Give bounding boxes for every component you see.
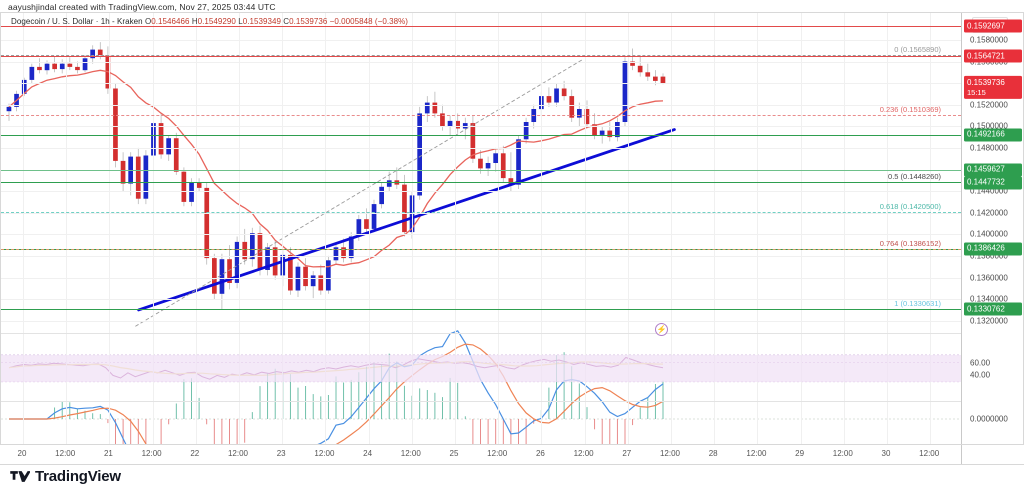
low-value: 0.1539349 <box>242 17 281 26</box>
time-label: 12:00 <box>227 449 249 458</box>
price-level-resistance <box>1 56 961 58</box>
price-level-resistance <box>1 26 961 28</box>
fib-label-1: 0.236 (0.1510369) <box>879 105 941 115</box>
time-axis-end-divider <box>961 445 962 464</box>
flash-marker-icon: ⚡ <box>655 323 668 336</box>
price-tick: 0.1340000 <box>970 294 1008 304</box>
price-tick: 0.1400000 <box>970 229 1008 239</box>
dashed-channel <box>135 58 584 327</box>
rsi-tick-40: 40.00 <box>970 370 991 380</box>
resistance-price-chip[interactable]: 0.1592697 <box>964 19 1022 33</box>
price-level-support <box>1 169 961 171</box>
fib-label-4: 0.764 (0.1386152) <box>879 239 941 249</box>
ascending-support <box>137 128 676 312</box>
time-label: 12:00 <box>487 449 508 458</box>
time-label: 12:00 <box>573 449 594 458</box>
price-tick: 0.1420000 <box>970 208 1008 218</box>
tradingview-wordmark: TradingView <box>35 468 121 485</box>
time-label: 12:00 <box>919 449 940 458</box>
price-tick: 0.1500000 <box>970 121 1008 131</box>
time-label: 30 <box>881 449 891 458</box>
support-price-chip-2[interactable]: 0.1459627 <box>964 163 1022 177</box>
price-tick: 0.1440000 <box>970 186 1008 196</box>
price-tick: 0.1380000 <box>970 251 1008 261</box>
support-price-chip-4[interactable]: 0.1386426 <box>964 242 1022 256</box>
price-level-support <box>1 134 961 136</box>
time-label: 12:00 <box>746 449 767 458</box>
close-value: 0.1539736 <box>289 17 328 26</box>
pane-separator-rsi <box>1 333 961 334</box>
time-label: 28 <box>708 449 718 458</box>
low-label: L <box>238 17 243 26</box>
price-level-fib-0.236 <box>1 115 961 117</box>
time-label: 12:00 <box>141 449 162 458</box>
high-label: H <box>191 17 198 26</box>
change-value: −0.0005848 (−0.38%) <box>329 17 409 26</box>
last-price-chip[interactable]: 0.1539736 15:15 <box>964 76 1022 99</box>
time-label: 12:00 <box>314 449 335 458</box>
time-label: 27 <box>622 449 632 458</box>
macd-tick-zero: 0.0000000 <box>970 414 1008 424</box>
price-tick: 0.1520000 <box>970 100 1008 110</box>
chart-frame: 0 (0.1565890) 0.236 (0.1510369) 0.5 (0.144… <box>0 12 1024 445</box>
time-label: 12:00 <box>659 449 681 458</box>
time-label: 12:00 <box>55 449 76 458</box>
time-label: 12:00 <box>832 449 853 458</box>
fib-label-0: 0 (0.1565890) <box>894 45 941 55</box>
price-tick: 0.1480000 <box>970 143 1008 153</box>
support-price-chip-1[interactable]: 0.1492166 <box>964 128 1022 142</box>
fib-label-5: 1 (0.1330631) <box>894 299 941 309</box>
time-label: 12:00 <box>400 449 421 458</box>
price-level-fib-0 <box>1 55 961 57</box>
time-label: 22 <box>190 449 200 458</box>
price-level-fib-0.618 <box>1 212 961 214</box>
time-label: 26 <box>535 449 545 458</box>
time-label: 24 <box>363 449 373 458</box>
symbol-label: Dogecoin / U. S. Dollar · 1h - Kraken <box>11 17 143 26</box>
plot-area[interactable]: 0 (0.1565890) 0.236 (0.1510369) 0.5 (0.144… <box>1 13 961 444</box>
close-label: C <box>283 17 290 26</box>
high-value: 0.1549290 <box>197 17 236 26</box>
time-label: 20 <box>17 449 27 458</box>
pane-separator-macd <box>1 401 961 402</box>
tradingview-branding: TradingView <box>10 468 121 485</box>
fib-label-2: 0.5 (0.1448260) <box>888 172 941 182</box>
attribution-text: aayushjindal created with TradingView.co… <box>8 2 276 12</box>
time-axis[interactable]: 20 12:00 21 12:00 22 12:00 23 12:00 24 12:00 25 12:… <box>0 445 1024 465</box>
time-label: 23 <box>276 449 286 458</box>
rsi-tick-60: 60.00 <box>970 358 991 368</box>
support-price-chip-3[interactable]: 0.1447732 <box>964 176 1022 190</box>
price-tick: 0.1320000 <box>970 316 1008 326</box>
support-price-chip-5[interactable]: 0.1330762 <box>964 302 1022 316</box>
open-value: 0.1546466 <box>151 17 190 26</box>
price-tick: 0.1360000 <box>970 273 1008 283</box>
price-level-fib-0.5 <box>1 182 961 184</box>
fib-label-3: 0.618 (0.1420500) <box>879 202 941 212</box>
ohlc-legend: Dogecoin / U. S. Dollar · 1h - Kraken O0… <box>11 17 408 26</box>
price-axis[interactable]: USD 0.15800000.15600000.15400000.1520000… <box>961 13 1023 444</box>
price-level-fib-0.764 <box>1 249 961 251</box>
tradingview-logo-icon <box>10 470 30 483</box>
price-level-support <box>1 309 961 311</box>
open-label: O <box>144 17 152 26</box>
price-tick: 0.1580000 <box>970 35 1008 45</box>
rsi-overbought-oversold-band <box>1 354 961 382</box>
time-label: 21 <box>103 449 113 458</box>
fib-0-price-chip[interactable]: 0.1564721 <box>964 49 1022 63</box>
time-label: 29 <box>795 449 805 458</box>
time-label: 25 <box>449 449 459 458</box>
